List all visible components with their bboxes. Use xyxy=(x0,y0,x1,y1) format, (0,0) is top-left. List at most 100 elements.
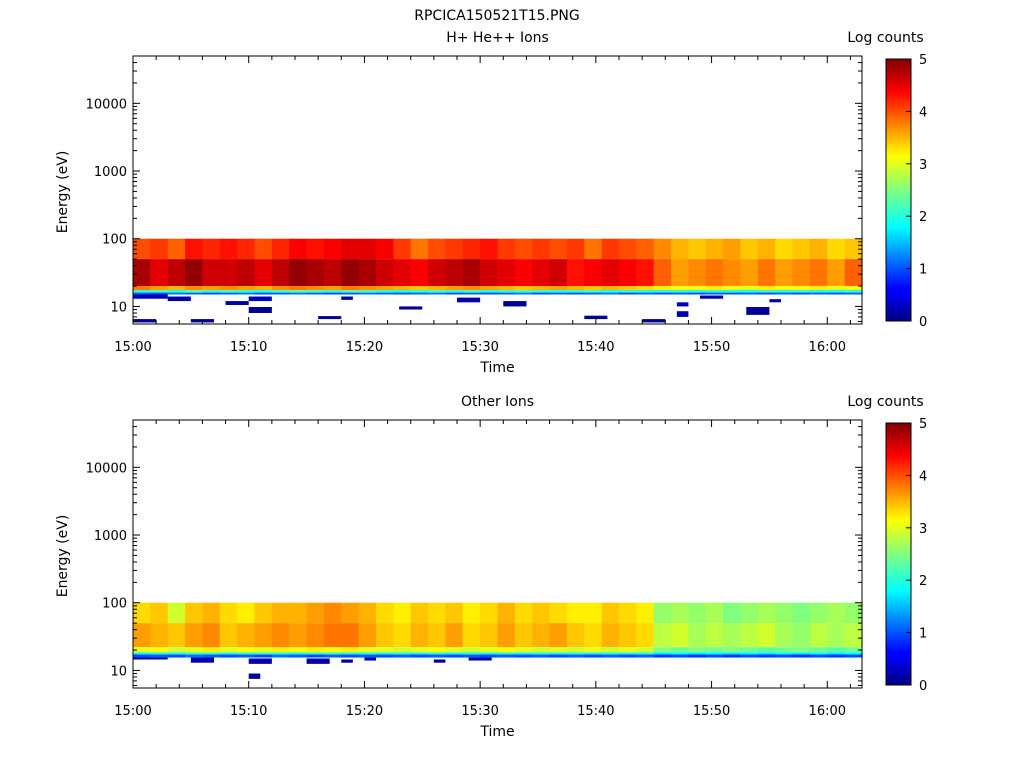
heatmap-cells xyxy=(133,238,863,323)
heatmap-cell xyxy=(480,289,499,293)
y-axis-ticks: 10 100 1000 10000 xyxy=(86,55,862,322)
heatmap-cell xyxy=(566,654,585,658)
heatmap-cell xyxy=(237,292,256,295)
heatmap-cell xyxy=(497,286,516,290)
heatmap-cell xyxy=(723,623,742,648)
heatmap-cell xyxy=(757,623,776,648)
heatmap-cell xyxy=(445,289,464,293)
heatmap-cell xyxy=(480,602,499,624)
heatmap-cells xyxy=(133,602,863,679)
heatmap-cell xyxy=(428,259,447,287)
heatmap-cell xyxy=(619,292,637,295)
heatmap-cell xyxy=(306,623,325,648)
heatmap-cell xyxy=(844,286,863,290)
heatmap-cell xyxy=(271,292,290,295)
heatmap-cell xyxy=(462,652,481,655)
heatmap-cell xyxy=(757,292,776,295)
heatmap-cell xyxy=(306,292,325,295)
heatmap-cell xyxy=(809,623,828,648)
heatmap-cell xyxy=(341,602,360,624)
heatmap-cell xyxy=(445,623,464,648)
colorbar-tick-label: 5 xyxy=(919,53,927,68)
heatmap-cell xyxy=(410,623,429,648)
heatmap-cell xyxy=(809,259,828,287)
heatmap-cell xyxy=(809,289,828,293)
heatmap-cell xyxy=(584,292,603,295)
heatmap-cell xyxy=(393,289,412,293)
sparse-count-cell xyxy=(167,296,191,302)
heatmap-cell xyxy=(445,286,464,290)
heatmap-cell xyxy=(671,289,690,293)
panel-title: Other Ions xyxy=(461,394,534,410)
heatmap-cell xyxy=(723,654,742,658)
heatmap-cell xyxy=(740,623,759,648)
heatmap-cell xyxy=(775,292,794,295)
heatmap-cell xyxy=(636,647,655,653)
heatmap-cell xyxy=(636,238,655,260)
heatmap-cell xyxy=(341,292,360,295)
heatmap-cell xyxy=(185,602,204,624)
heatmap-cell xyxy=(688,292,707,295)
heatmap-cell xyxy=(566,286,585,290)
heatmap-cell xyxy=(323,654,342,658)
heatmap-cell xyxy=(393,652,412,655)
heatmap-cell xyxy=(636,292,655,295)
sparse-count-cell xyxy=(341,296,353,300)
heatmap-cell xyxy=(289,652,308,655)
heatmap-cell xyxy=(202,289,221,293)
heatmap-cell xyxy=(792,259,811,287)
heatmap-cell xyxy=(219,652,238,655)
heatmap-cell xyxy=(254,652,273,655)
heatmap-cell xyxy=(289,292,308,295)
heatmap-cell xyxy=(757,652,776,655)
heatmap-cell xyxy=(219,602,238,624)
sparse-count-cell xyxy=(457,297,481,303)
heatmap-cell xyxy=(757,654,776,658)
x-tick-label: 15:30 xyxy=(461,704,498,719)
heatmap-cell xyxy=(480,647,499,653)
heatmap-cell xyxy=(827,623,846,648)
heatmap-cell xyxy=(376,602,394,624)
heatmap-cell xyxy=(549,654,568,658)
heatmap-cell xyxy=(133,602,151,624)
heatmap-cell xyxy=(844,652,863,655)
heatmap-cell xyxy=(532,623,551,648)
heatmap-cell xyxy=(619,286,637,290)
heatmap-cell xyxy=(237,654,256,658)
heatmap-cell xyxy=(323,647,342,653)
heatmap-cell xyxy=(601,623,620,648)
heatmap-cell xyxy=(740,292,759,295)
heatmap-cell xyxy=(376,652,394,655)
heatmap-cell xyxy=(358,286,377,290)
heatmap-cell xyxy=(133,289,151,293)
heatmap-cell xyxy=(254,623,273,648)
heatmap-cell xyxy=(358,623,377,648)
heatmap-cell xyxy=(601,259,620,287)
heatmap-cell xyxy=(271,623,290,648)
heatmap-cell xyxy=(306,654,325,658)
heatmap-cell xyxy=(532,647,551,653)
heatmap-cell xyxy=(549,647,568,653)
heatmap-cell xyxy=(740,286,759,290)
heatmap-cell xyxy=(462,286,481,290)
heatmap-cell xyxy=(410,602,429,624)
heatmap-cell xyxy=(410,654,429,658)
heatmap-cell xyxy=(566,238,585,260)
heatmap-cell xyxy=(462,654,481,658)
heatmap-cell xyxy=(410,259,429,287)
heatmap-cell xyxy=(619,602,637,624)
heatmap-cell xyxy=(306,289,325,293)
heatmap-cell xyxy=(532,286,551,290)
sparse-count-cell xyxy=(399,306,423,310)
heatmap-cell xyxy=(705,289,724,293)
heatmap-cell xyxy=(185,647,204,653)
heatmap-cell xyxy=(809,602,828,624)
heatmap-cell xyxy=(653,623,672,648)
heatmap-cell xyxy=(462,289,481,293)
heatmap-cell xyxy=(271,259,290,287)
heatmap-cell xyxy=(827,647,846,653)
sparse-count-cell xyxy=(433,659,446,663)
heatmap-cell xyxy=(133,623,151,648)
heatmap-cell xyxy=(393,259,412,287)
heatmap-cell xyxy=(202,623,221,648)
